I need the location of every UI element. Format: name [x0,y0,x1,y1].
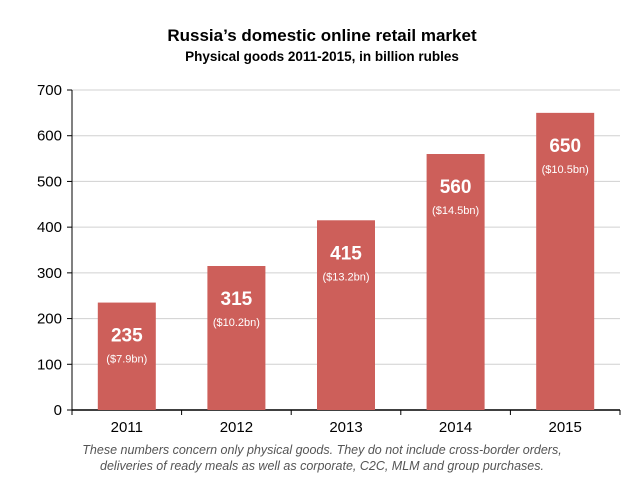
x-tick-label: 2012 [220,419,253,436]
y-tick-label: 300 [37,265,62,282]
bar-chart: 0 100 200 300 400 500 600 700 2011 2012 2013 2014 20… [37,82,621,436]
footnote-line-2: deliveries of ready meals as well as cor… [100,459,544,473]
y-tick-label: 500 [37,173,62,190]
bar [207,266,266,410]
bar [536,112,595,410]
y-tick-label: 100 [37,356,62,373]
data-label-value: 650 [549,136,581,157]
data-label-usd: ($10.5bn) [542,164,589,176]
footnote-line-1: These numbers concern only physical good… [82,443,562,457]
chart-subtitle: Physical goods 2011-2015, in billion rub… [185,49,459,64]
x-tick-label: 2014 [439,419,472,436]
y-tick-label: 200 [37,311,62,328]
bars [97,112,595,410]
axes: 0 100 200 300 400 500 600 700 2011 2012 2013 2014 20… [37,82,621,436]
y-tick-label: 400 [37,219,62,236]
data-label-usd: ($10.2bn) [213,317,260,329]
footnote: These numbers concern only physical good… [0,442,644,474]
x-tick-label: 2013 [329,419,362,436]
x-tick-label: 2011 [111,419,143,436]
bar [426,154,485,410]
y-tick-label: 600 [37,128,62,145]
bar [317,220,375,410]
data-label-value: 415 [330,243,362,264]
y-tick-label: 700 [37,82,62,99]
y-tick-label: 0 [54,402,62,419]
data-label-usd: ($7.9bn) [106,354,147,366]
data-label-usd: ($13.2bn) [322,271,369,283]
bar [97,302,156,410]
x-tick-label: 2015 [549,419,582,436]
data-label-value: 560 [440,177,472,198]
data-label-value: 235 [111,326,143,347]
data-label-value: 315 [221,289,253,310]
data-label-usd: ($14.5bn) [432,205,479,217]
chart-title: Russia’s domestic online retail market [167,26,477,45]
data-labels: 235 ($7.9bn) 315 ($10.2bn) 415 ($13.2bn) 560 ($… [106,136,588,366]
gridlines [72,89,620,365]
